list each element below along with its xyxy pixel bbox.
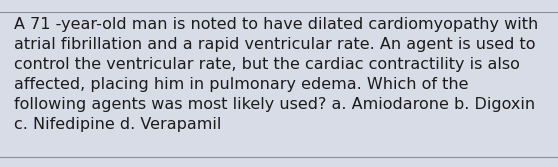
Text: A 71 -year-old man is noted to have dilated cardiomyopathy with
atrial fibrillat: A 71 -year-old man is noted to have dila…: [14, 17, 538, 132]
